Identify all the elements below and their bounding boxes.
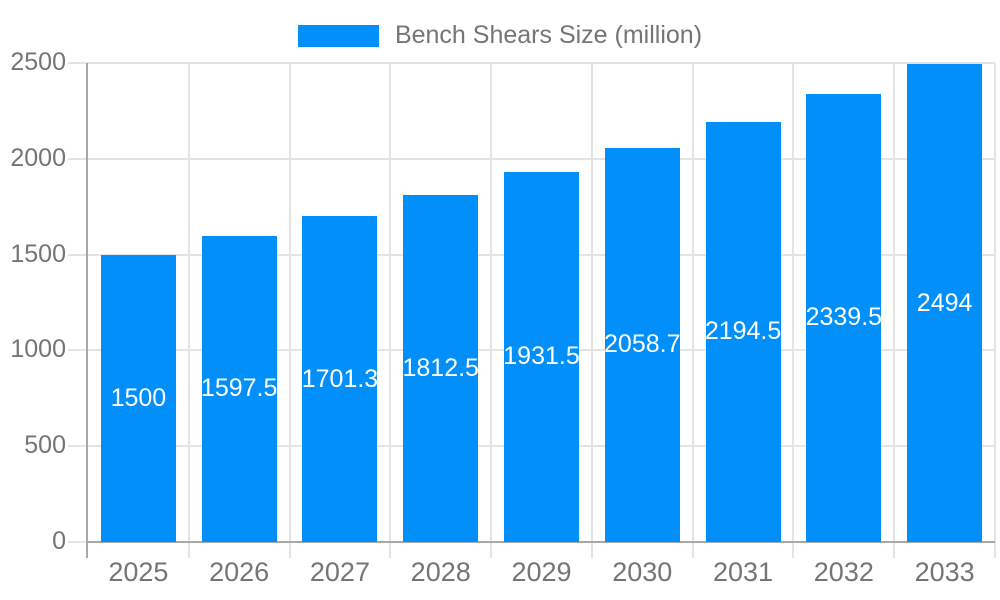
legend-label: Bench Shears Size (million) [394, 21, 703, 49]
y-axis-tick [68, 445, 88, 448]
gridline-vertical [691, 63, 694, 542]
y-axis-tick [68, 349, 88, 352]
bar-value-label: 1701.3 [301, 364, 379, 393]
gridline-vertical [893, 63, 896, 542]
bar-value-label: 2494 [916, 288, 973, 317]
x-axis-tick [792, 542, 795, 558]
gridline-vertical [792, 63, 795, 542]
bar-value-label: 1597.5 [200, 374, 278, 403]
gridline-vertical [187, 63, 190, 542]
legend-marker-icon[interactable] [297, 24, 379, 47]
bar-value-label: 2058.7 [604, 330, 681, 359]
bar[interactable]: 2194.5 [704, 121, 782, 542]
y-axis-label: 0 [52, 526, 66, 555]
x-axis-tick [590, 542, 593, 558]
x-axis-tick [691, 542, 694, 558]
gridline-horizontal [88, 62, 995, 64]
bar-value-label: 1812.5 [402, 353, 479, 382]
y-axis-label: 1000 [10, 335, 66, 364]
y-axis-line [86, 63, 88, 558]
y-axis-tick [68, 253, 88, 256]
x-axis-label: 2033 [914, 557, 975, 587]
x-axis-label: 2027 [309, 557, 370, 587]
x-axis-tick [893, 542, 896, 558]
y-axis-tick [68, 541, 88, 543]
x-axis-label: 2030 [612, 557, 673, 587]
y-axis-label: 1500 [10, 239, 66, 268]
x-axis-label: 2028 [410, 557, 471, 587]
bar-value-label: 2194.5 [704, 317, 782, 346]
y-axis-tick [68, 62, 88, 64]
x-axis-label: 2025 [108, 557, 169, 587]
bar[interactable]: 1701.3 [301, 216, 379, 542]
bar[interactable]: 2058.7 [604, 147, 681, 542]
gridline-vertical [994, 63, 996, 542]
gridline-vertical [288, 63, 291, 542]
y-axis-label: 2500 [10, 47, 66, 76]
bar-value-label: 1931.5 [503, 342, 580, 371]
x-axis-tick [187, 542, 190, 558]
gridline-vertical [389, 63, 392, 542]
y-axis-label: 2000 [10, 143, 66, 172]
x-axis-label: 2032 [813, 557, 874, 587]
x-axis-line [86, 541, 995, 543]
x-axis-tick [389, 542, 392, 558]
bar-value-label: 1500 [110, 383, 167, 412]
x-axis-label: 2031 [713, 557, 774, 587]
x-axis-label: 2029 [511, 557, 572, 587]
x-axis-tick [288, 542, 291, 558]
y-axis-tick [68, 157, 88, 160]
bar[interactable]: 2494 [907, 64, 983, 542]
x-axis-label: 2026 [209, 557, 270, 587]
bar[interactable]: 1597.5 [200, 235, 278, 542]
legend[interactable]: Bench Shears Size (million) [0, 21, 1000, 50]
bar-value-label: 2339.5 [805, 303, 883, 332]
x-axis-tick [994, 542, 996, 558]
bar[interactable]: 1500 [100, 254, 176, 542]
plot-area: 0 500 1000 1500 2000 2500 1500 2025 1597.5 2026 17… [10, 48, 996, 587]
bar[interactable]: 1931.5 [503, 171, 580, 542]
x-axis-tick [490, 542, 493, 558]
bar[interactable]: 2339.5 [805, 93, 883, 542]
y-axis-label: 500 [24, 431, 66, 460]
bar[interactable]: 1812.5 [402, 194, 479, 542]
gridline-vertical [490, 63, 493, 542]
gridline-vertical [590, 63, 593, 542]
gridline-horizontal [88, 157, 995, 160]
